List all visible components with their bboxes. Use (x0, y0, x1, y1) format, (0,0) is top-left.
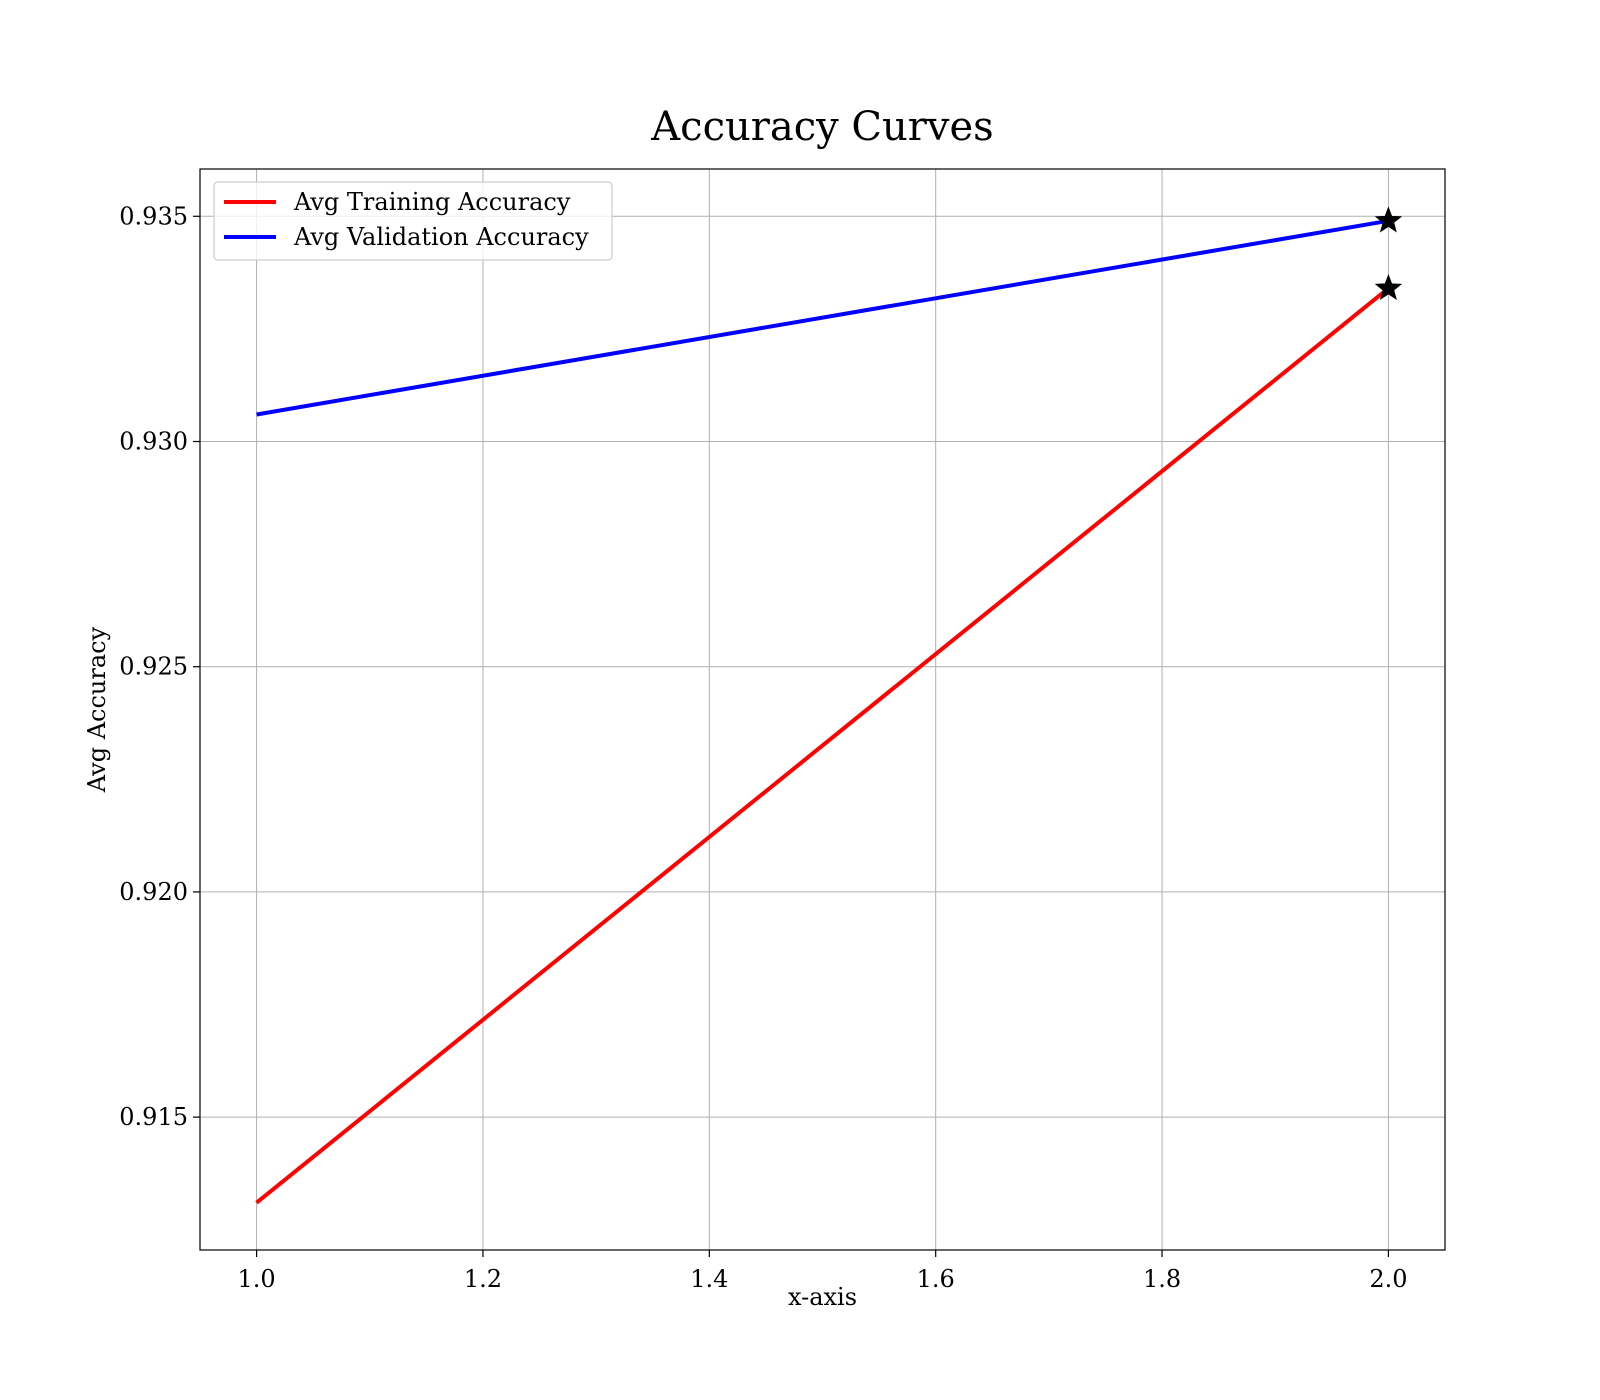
legend-label-validation: Avg Validation Accuracy (293, 223, 589, 251)
y-tick-label: 0.920 (119, 878, 188, 906)
best-star-validation (1374, 206, 1403, 233)
x-tick-label: 1.0 (238, 1265, 276, 1293)
legend: Avg Training Accuracy Avg Validation Acc… (213, 181, 613, 261)
best-star-training (1374, 273, 1403, 301)
y-tick-label: 0.915 (119, 1103, 188, 1131)
series-line-validation (256, 218, 1389, 417)
y-tick-label: 0.925 (119, 653, 188, 681)
axis-ticks: 1.0 1.2 1.4 1.6 1.8 2.0 0.915 0.920 0.925 0.930 0.… (119, 202, 1407, 1293)
series-lines (255, 218, 1390, 1205)
x-tick-label: 1.2 (464, 1265, 502, 1293)
plot-frame (199, 168, 1446, 1251)
grid-lines (200, 169, 1445, 1250)
y-tick-label: 0.930 (119, 428, 188, 456)
best-markers (1374, 206, 1403, 301)
x-tick-label: 2.0 (1369, 1265, 1407, 1293)
legend-label-training: Avg Training Accuracy (293, 188, 571, 216)
x-axis-label: x-axis (788, 1283, 857, 1311)
y-tick-label: 0.935 (119, 202, 188, 230)
legend-box (213, 181, 613, 261)
x-tick-label: 1.4 (690, 1265, 728, 1293)
chart-title: Accuracy Curves (650, 104, 993, 150)
series-line-training (255, 286, 1390, 1205)
y-axis-label: Avg Accuracy (83, 626, 111, 793)
x-tick-label: 1.6 (917, 1265, 955, 1293)
x-tick-label: 1.8 (1143, 1265, 1181, 1293)
